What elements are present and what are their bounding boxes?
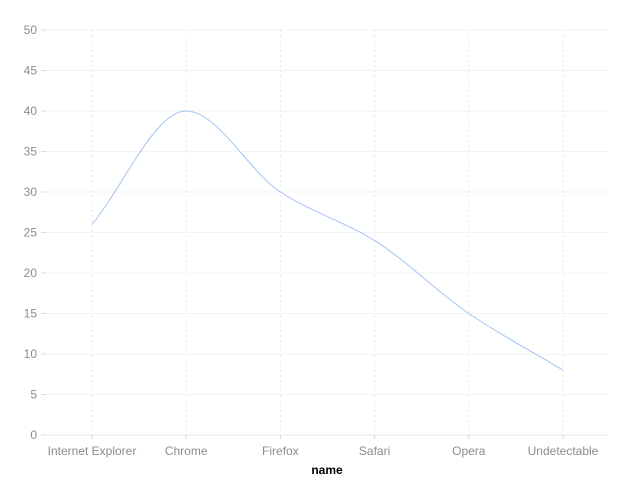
y-tick-label: 20 xyxy=(24,266,38,280)
y-tick-label: 50 xyxy=(24,23,38,37)
y-tick-label: 15 xyxy=(24,307,38,321)
axes xyxy=(41,29,608,439)
x-tick-labels: Internet Explorer Chrome Firefox Safari Oper… xyxy=(48,444,599,458)
x-tick-label: Firefox xyxy=(262,444,299,458)
y-tick-label: 35 xyxy=(24,145,38,159)
y-tick-label: 30 xyxy=(24,185,38,199)
y-tick-label: 45 xyxy=(24,64,38,78)
x-tick-label: Chrome xyxy=(165,444,208,458)
x-tick-label: Undetectable xyxy=(528,444,599,458)
series-line xyxy=(91,110,564,371)
y-tick-label: 0 xyxy=(30,428,37,442)
x-axis-title: name xyxy=(311,463,343,477)
x-tick-label: Safari xyxy=(359,444,390,458)
x-tick-label: Internet Explorer xyxy=(48,444,137,458)
x-tick-label: Opera xyxy=(452,444,486,458)
grid-lines xyxy=(45,29,608,435)
y-tick-labels: 0 5 10 15 20 25 30 35 40 45 50 xyxy=(24,23,38,442)
y-tick-label: 40 xyxy=(24,104,38,118)
y-tick-label: 5 xyxy=(30,388,37,402)
y-tick-label: 10 xyxy=(24,347,38,361)
series-lines xyxy=(91,110,564,371)
y-tick-label: 25 xyxy=(24,226,38,240)
